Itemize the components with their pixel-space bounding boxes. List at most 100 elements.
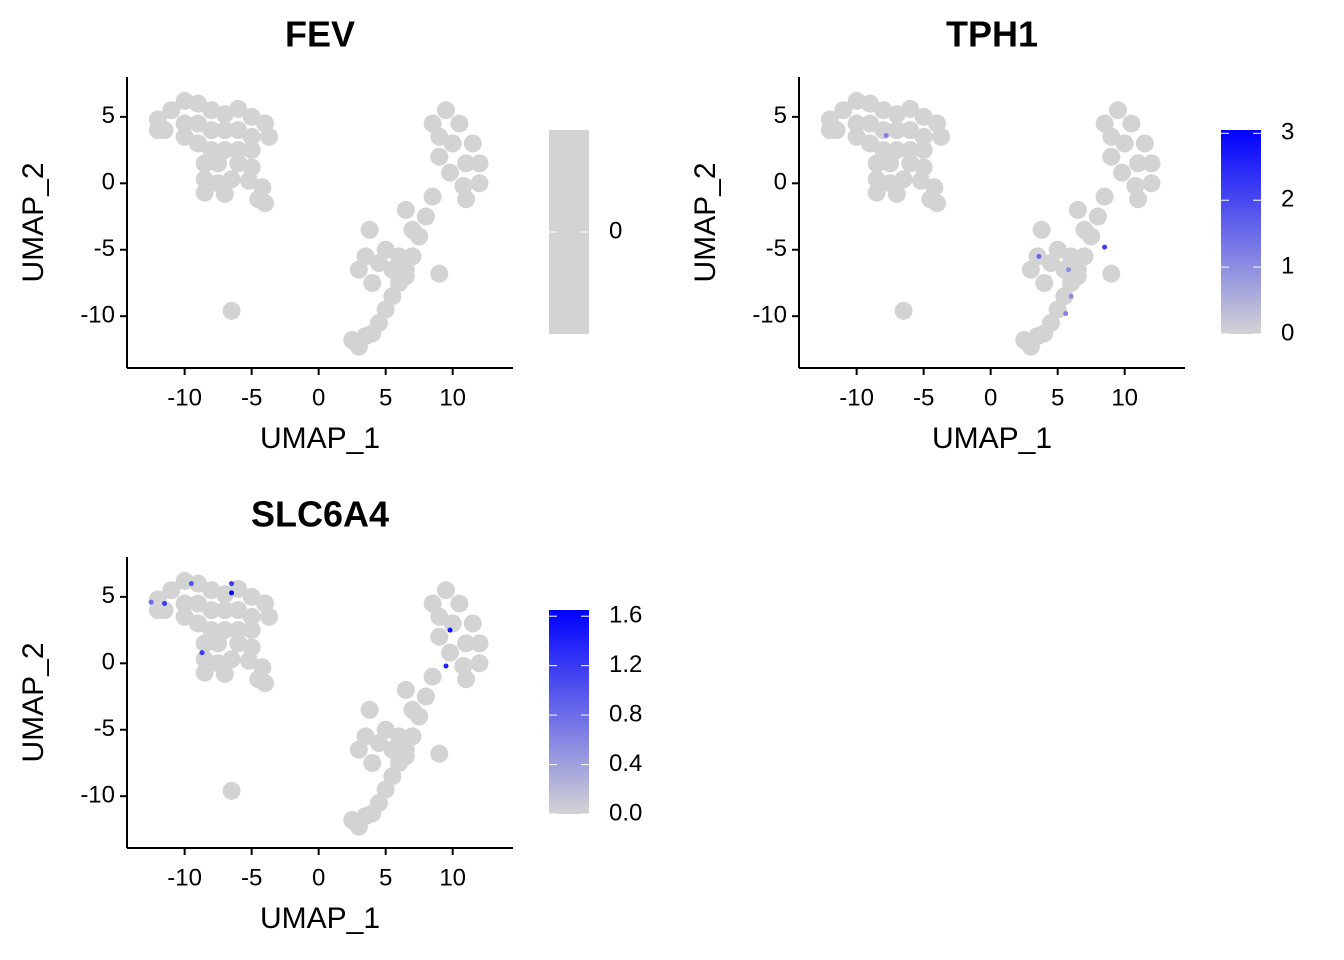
y-tick-label: 0 xyxy=(102,169,115,196)
cell-point xyxy=(349,337,368,356)
cell-point xyxy=(376,240,395,259)
x-tick-label: -10 xyxy=(167,864,202,891)
cell-point xyxy=(867,154,886,173)
x-tick-label: 0 xyxy=(984,384,997,411)
cell-point xyxy=(416,687,435,706)
cell-point xyxy=(383,260,402,279)
cell-point xyxy=(901,99,920,118)
cell-point xyxy=(436,101,455,120)
cell-point xyxy=(883,132,889,138)
cell-point xyxy=(1065,267,1071,273)
cell-point xyxy=(1102,147,1121,166)
cell-point xyxy=(1041,254,1060,273)
cell-point xyxy=(189,94,208,113)
cell-point xyxy=(887,121,906,140)
cell-point xyxy=(430,264,449,283)
cell-point xyxy=(239,171,258,190)
cell-point xyxy=(450,114,469,133)
cell-point xyxy=(463,134,482,153)
cell-point xyxy=(901,121,920,140)
chart-title: FEV xyxy=(285,14,355,55)
cell-point xyxy=(423,594,442,613)
cell-point xyxy=(222,301,241,320)
cell-point xyxy=(189,134,208,153)
colorbar-label: 1 xyxy=(1281,252,1294,279)
cell-point xyxy=(376,780,395,799)
x-tick-label: 5 xyxy=(379,864,392,891)
cell-point xyxy=(403,727,422,746)
x-axis-title: UMAP_1 xyxy=(260,902,380,935)
cell-point xyxy=(1115,134,1134,153)
cell-point xyxy=(369,254,388,273)
cell-point xyxy=(1032,220,1051,239)
cell-point xyxy=(376,720,395,739)
x-tick-label: -5 xyxy=(913,384,934,411)
cell-point xyxy=(1068,293,1074,299)
cell-point xyxy=(242,127,261,146)
cell-point xyxy=(867,183,886,202)
cell-point xyxy=(441,163,460,182)
cell-point xyxy=(914,127,933,146)
x-tick-label: -10 xyxy=(167,384,202,411)
colorbar-label: 0.8 xyxy=(609,700,642,727)
cell-point xyxy=(175,607,194,626)
cell-point xyxy=(874,141,893,160)
cell-point xyxy=(470,654,489,673)
cell-point xyxy=(162,601,168,607)
cell-point xyxy=(242,621,261,640)
cell-point xyxy=(1142,154,1161,173)
cell-point xyxy=(363,273,382,292)
cell-point xyxy=(396,200,415,219)
cell-point xyxy=(1075,247,1094,266)
colorbar-label: 3 xyxy=(1281,119,1294,146)
cell-point xyxy=(436,581,455,600)
cell-point xyxy=(349,260,368,279)
cell-point xyxy=(1102,127,1121,146)
y-tick-label: -5 xyxy=(94,715,115,742)
cell-point xyxy=(423,667,442,686)
cell-point xyxy=(162,101,181,120)
cell-point xyxy=(1135,134,1154,153)
cell-point xyxy=(369,734,388,753)
x-tick-label: -5 xyxy=(241,864,262,891)
x-tick-label: 0 xyxy=(312,384,325,411)
cell-point xyxy=(457,634,476,653)
cell-point xyxy=(175,571,194,590)
cell-point xyxy=(202,121,221,140)
y-tick-label: 5 xyxy=(102,102,115,129)
cell-point xyxy=(887,141,906,160)
cell-point xyxy=(1068,267,1087,286)
cell-point xyxy=(470,174,489,193)
y-tick-label: -5 xyxy=(766,235,787,262)
cell-point xyxy=(356,247,375,266)
cell-point xyxy=(222,781,241,800)
cell-point xyxy=(249,190,268,209)
cell-point xyxy=(383,287,402,306)
cell-point xyxy=(1108,101,1127,120)
colorbar-label: 1.2 xyxy=(609,651,642,678)
cell-point xyxy=(249,670,268,689)
cell-point xyxy=(881,154,900,173)
cell-point xyxy=(188,581,194,587)
cell-point xyxy=(229,121,248,140)
colorbar-label: 0.0 xyxy=(609,799,642,826)
cell-point xyxy=(1062,247,1081,266)
cell-point xyxy=(847,91,866,110)
cell-point xyxy=(1068,200,1087,219)
cell-point xyxy=(202,601,221,620)
cell-point xyxy=(1095,187,1114,206)
cell-point xyxy=(356,727,375,746)
cell-point xyxy=(894,170,913,189)
cell-point xyxy=(1088,207,1107,226)
cell-point xyxy=(1055,260,1074,279)
cell-point xyxy=(430,627,449,646)
y-axis-title: UMAP_2 xyxy=(17,642,50,762)
cell-point xyxy=(215,601,234,620)
cell-point xyxy=(463,614,482,633)
y-tick-label: -10 xyxy=(80,782,115,809)
cell-point xyxy=(363,753,382,772)
cell-point xyxy=(894,301,913,320)
colorbar xyxy=(549,610,589,814)
cell-point xyxy=(423,114,442,133)
cell-point xyxy=(148,599,154,605)
